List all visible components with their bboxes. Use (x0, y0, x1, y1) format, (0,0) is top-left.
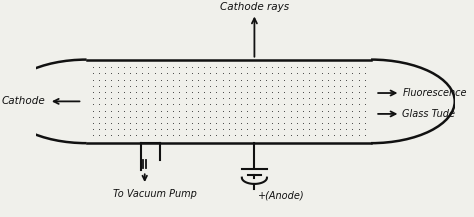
Text: Glass Tude: Glass Tude (402, 109, 456, 119)
Text: To Vacuum Pump: To Vacuum Pump (113, 189, 197, 199)
Text: Fluorescence: Fluorescence (402, 88, 467, 98)
Text: Cathode: Cathode (2, 96, 46, 106)
Text: +(Anode): +(Anode) (258, 190, 304, 200)
Text: Cathode rays: Cathode rays (220, 2, 289, 12)
